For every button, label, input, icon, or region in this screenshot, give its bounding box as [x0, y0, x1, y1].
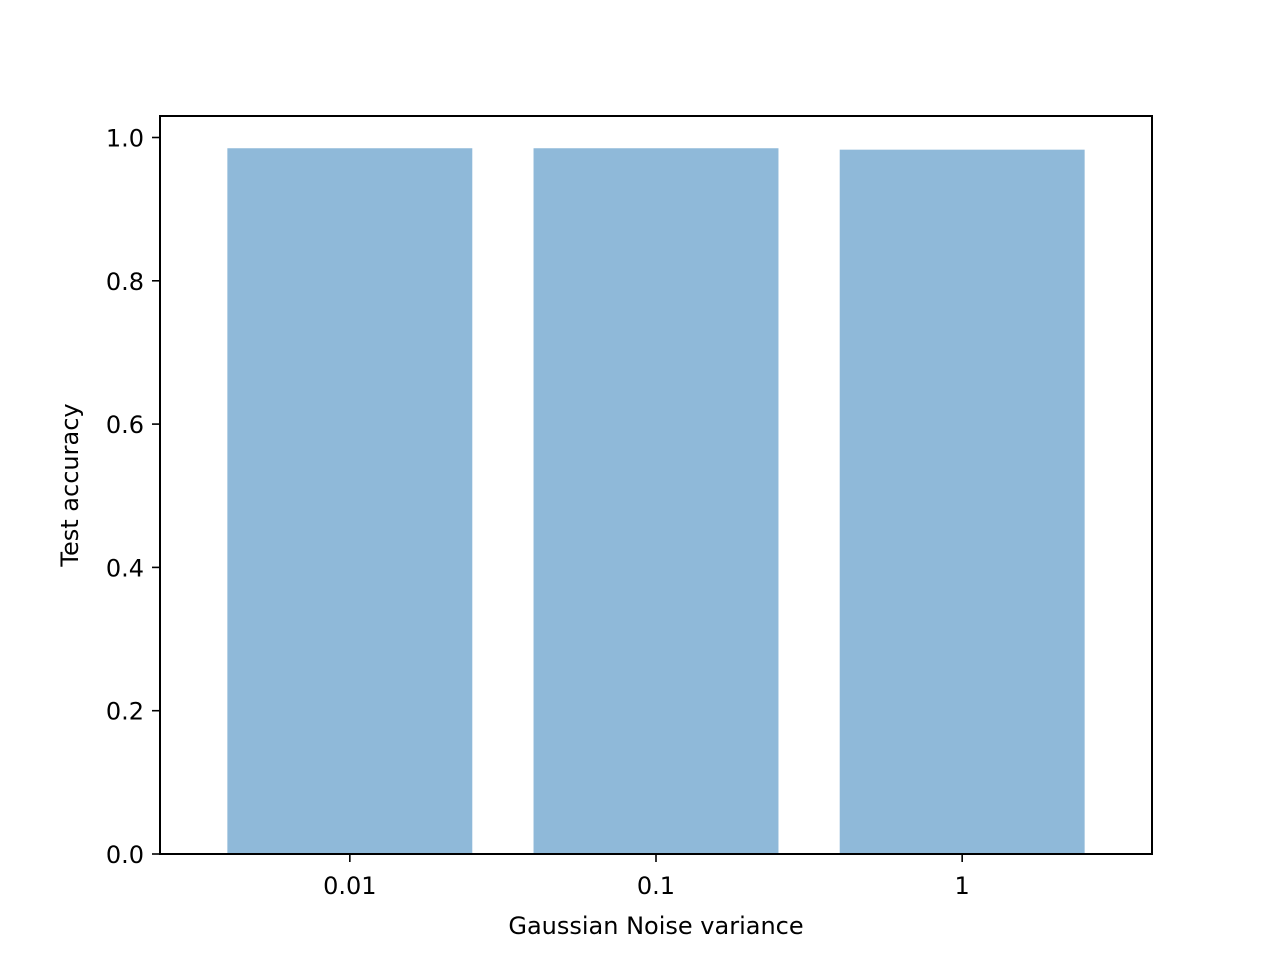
x-axis-label: Gaussian Noise variance: [508, 912, 803, 940]
y-tick-label: 1.0: [106, 124, 144, 152]
ticks-layer: 0.01 0.1 1 0.0 0.2 0.4 0.6 0.8 1.0: [106, 124, 970, 900]
bar-1: [839, 149, 1085, 855]
x-tick-label: 0.01: [323, 872, 376, 900]
bars-layer: [227, 148, 1085, 855]
x-tick-label: 1: [955, 872, 970, 900]
bar-0.1: [533, 148, 779, 854]
y-tick-label: 0.0: [106, 841, 144, 869]
y-tick-label: 0.4: [106, 554, 144, 582]
y-tick-label: 0.8: [106, 268, 144, 296]
bar-0.01: [227, 148, 473, 854]
x-tick-label: 0.1: [637, 872, 675, 900]
y-axis-label: Test accuracy: [56, 403, 84, 567]
y-tick-label: 0.2: [106, 698, 144, 726]
y-tick-label: 0.6: [106, 411, 144, 439]
